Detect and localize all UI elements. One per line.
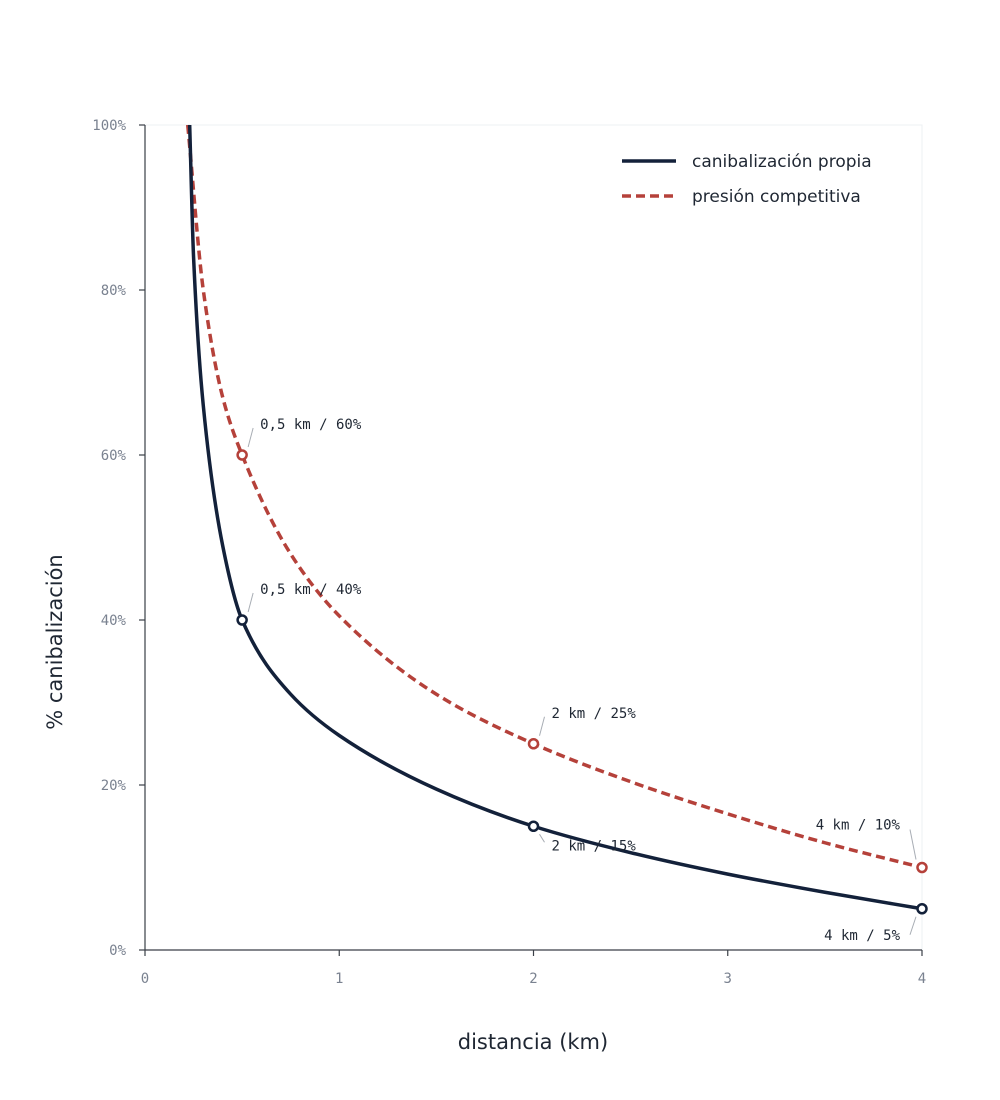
annotation-leader — [247, 592, 254, 613]
y-tick-label: 80% — [101, 283, 127, 299]
x-tick-label: 0 — [141, 971, 149, 987]
annotation-label: 4 km / 10% — [816, 818, 901, 834]
legend-label-canibalizacion-propia: canibalización propia — [692, 152, 872, 172]
data-point-marker — [527, 820, 540, 832]
annotation-label: 0,5 km / 60% — [260, 417, 362, 433]
annotation-label: 0,5 km / 40% — [260, 582, 362, 598]
y-tick-label: 0% — [109, 943, 126, 959]
annotation-label: 2 km / 15% — [552, 838, 637, 854]
data-point-marker — [236, 614, 248, 626]
series-line-presion-competitiva — [185, 124, 923, 870]
data-point-marker — [916, 903, 928, 915]
annotation-leader — [539, 833, 545, 843]
annotation-leader — [909, 829, 917, 860]
data-point-marker — [916, 861, 928, 874]
series-line-canibalizacion-propia — [187, 124, 923, 911]
legend: canibalización propia presión competitiv… — [622, 152, 872, 207]
y-tick-label: 40% — [101, 613, 127, 629]
annotation-label: 4 km / 5% — [824, 928, 900, 944]
y-tick-label: 20% — [101, 778, 127, 794]
annotation-leader — [247, 427, 254, 448]
annotation-leader — [539, 716, 545, 736]
y-tick-label: 100% — [92, 118, 126, 134]
y-axis-title: % canibalización — [43, 554, 67, 730]
data-point-marker — [236, 449, 248, 461]
data-point-marker — [527, 738, 540, 750]
x-tick-label: 3 — [724, 971, 732, 987]
annotation-label: 2 km / 25% — [552, 706, 637, 722]
x-tick-label: 2 — [529, 971, 537, 987]
ticks: 0 1 2 3 40%20%40%60%80%100% — [92, 118, 926, 987]
x-axis-title: distancia (km) — [458, 1030, 608, 1054]
series-layer — [185, 124, 923, 911]
x-tick-label: 1 — [335, 971, 343, 987]
annotation-leader — [909, 916, 917, 935]
x-tick-label: 4 — [918, 971, 926, 987]
y-tick-label: 60% — [101, 448, 127, 464]
annotation-layer: 0,5 km / 60% 0,5 km / 40% 2 km / 25% 2 km /… — [236, 417, 928, 944]
legend-label-presion-competitiva: presión competitiva — [692, 187, 861, 207]
